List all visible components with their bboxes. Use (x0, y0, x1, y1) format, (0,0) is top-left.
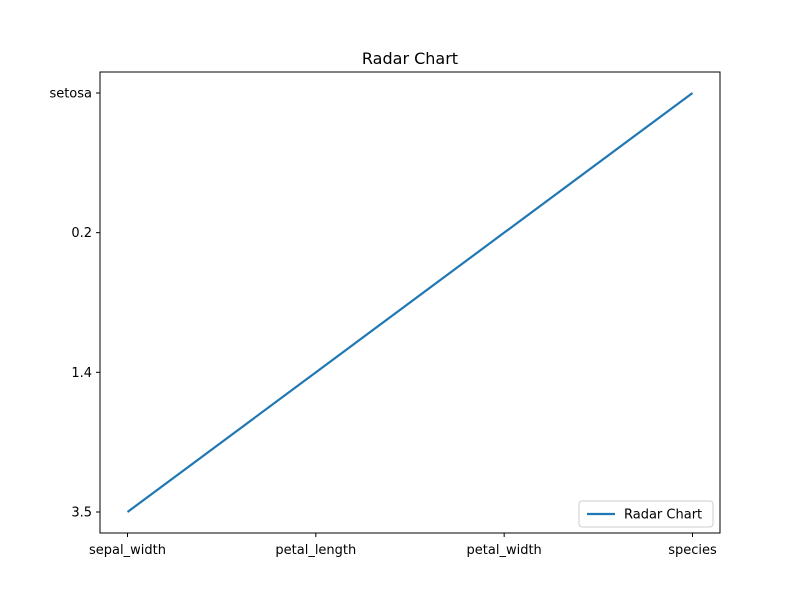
x-tick-label: sepal_width (89, 543, 166, 558)
chart-title: Radar Chart (362, 49, 458, 68)
y-tick-label: 0.2 (71, 226, 92, 241)
plot-area: sepal_width petal_length petal_width specie… (49, 71, 721, 558)
y-tick-label: setosa (49, 87, 92, 102)
x-tick-label: petal_width (467, 543, 542, 558)
series-line (126, 92, 694, 513)
x-tick-label: species (668, 543, 717, 558)
x-tick-label: petal_length (275, 543, 356, 558)
y-tick-label: 3.5 (71, 506, 92, 521)
legend-box (578, 500, 714, 528)
axes-frame (99, 71, 721, 534)
legend: Radar Chart (578, 500, 714, 528)
y-tick-label: 1.4 (71, 366, 92, 381)
legend-label: Radar Chart (624, 508, 702, 523)
